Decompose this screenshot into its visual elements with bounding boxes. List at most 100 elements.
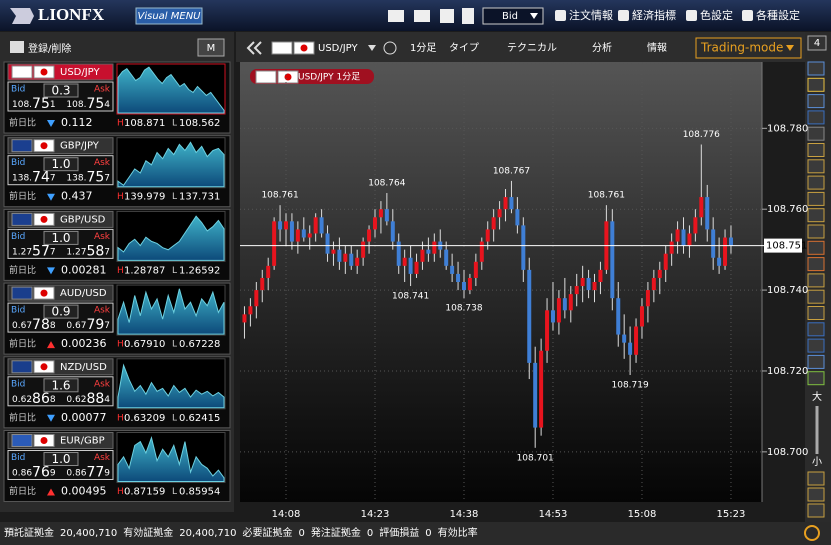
- menu-button-label[interactable]: Visual MENU: [138, 11, 202, 22]
- tool-icon[interactable]: [807, 77, 825, 92]
- menu-item[interactable]: 経済指標: [632, 8, 676, 22]
- high-letter: H: [117, 119, 124, 129]
- price: 108.751: [12, 96, 56, 112]
- tool-icon[interactable]: [807, 110, 825, 125]
- tool-icon[interactable]: [807, 94, 825, 109]
- tool-icon[interactable]: [807, 487, 825, 502]
- candle-body: [390, 221, 395, 242]
- menu-button[interactable]: [135, 7, 203, 25]
- zoom-out[interactable]: 小: [812, 456, 822, 468]
- sparkline: [117, 363, 225, 409]
- tool-icon[interactable]: [807, 354, 825, 369]
- candle-body: [325, 233, 330, 254]
- mode-select[interactable]: [695, 37, 802, 59]
- low: 0.67228: [179, 339, 220, 350]
- menu-icon: [618, 10, 629, 21]
- tool-icon[interactable]: [807, 338, 825, 353]
- tool-icon[interactable]: [807, 159, 825, 174]
- bid-label: Bid: [11, 453, 25, 463]
- current-price-box: [764, 238, 802, 253]
- low-letter: L: [172, 119, 177, 129]
- candle-body: [426, 249, 431, 254]
- tool-icon[interactable]: [807, 273, 825, 288]
- x-tick-label: 15:08: [628, 509, 657, 520]
- candle-body: [539, 350, 544, 428]
- mode-button-label[interactable]: M: [207, 43, 216, 54]
- tool-icon[interactable]: [807, 471, 825, 486]
- collapse-icon[interactable]: [246, 41, 262, 55]
- tool-icon[interactable]: [807, 191, 825, 206]
- register-label[interactable]: 登録/削除: [28, 42, 71, 55]
- bid-label: Bid: [11, 85, 25, 95]
- tool-icon[interactable]: [807, 322, 825, 337]
- toolbar-item[interactable]: 1分足: [410, 42, 436, 54]
- ask-label: Ask: [94, 158, 111, 168]
- price-select-label[interactable]: Bid: [502, 11, 518, 22]
- tool-icon[interactable]: [807, 289, 825, 304]
- toolbar-item[interactable]: 分析: [592, 41, 612, 54]
- menu-item[interactable]: 各種設定: [756, 8, 800, 22]
- flag: [11, 139, 33, 153]
- candle-body: [295, 229, 300, 242]
- toolbar-item[interactable]: 情報: [647, 41, 667, 54]
- register-icon: [10, 41, 24, 53]
- badge-label: USD/JPY 1分足: [298, 72, 360, 83]
- menu-item[interactable]: 色設定: [700, 8, 733, 22]
- candle-body: [491, 217, 496, 230]
- change-arrow: [47, 488, 55, 496]
- mode-button[interactable]: [197, 38, 225, 57]
- y-tick-label: 108.780: [767, 123, 808, 134]
- pair-name: EUR/GBP: [60, 436, 105, 447]
- mode[interactable]: Trading-mode: [700, 41, 783, 55]
- pair-dropdown[interactable]: [368, 45, 376, 51]
- toolbar-item[interactable]: タイプ: [449, 42, 479, 54]
- tool-icon[interactable]: [807, 208, 825, 223]
- spread: 1.0: [51, 157, 70, 171]
- x-tick-label: 15:23: [717, 509, 746, 520]
- y-tick-label: 108.740: [767, 285, 808, 296]
- candle-body: [699, 197, 704, 218]
- high: 0.67910: [124, 339, 165, 350]
- high-letter: H: [117, 192, 124, 202]
- candle-body: [622, 334, 627, 343]
- change-arrow: [47, 341, 55, 349]
- tool-icon[interactable]: [807, 371, 825, 386]
- extreme-label: 108.761: [261, 191, 298, 201]
- change-arrow: [47, 120, 55, 127]
- candle-body: [663, 253, 668, 270]
- scroll-top[interactable]: [804, 525, 820, 541]
- tool-icon[interactable]: [807, 175, 825, 190]
- x-tick-label: 14:53: [539, 509, 568, 520]
- ask-label: Ask: [94, 232, 111, 242]
- tool-icon[interactable]: [807, 61, 825, 76]
- toolbar-item[interactable]: テクニカル: [507, 42, 557, 54]
- candle-body: [283, 221, 288, 230]
- candle-body: [444, 249, 449, 266]
- pair-name: GBP/JPY: [60, 141, 100, 152]
- extreme-label: 108.761: [588, 191, 625, 201]
- toolbar-item[interactable]: USD/JPY: [318, 43, 358, 54]
- extreme-label: 108.741: [392, 292, 429, 302]
- tool-icon[interactable]: [807, 143, 825, 157]
- tool-icon[interactable]: [807, 306, 825, 320]
- status-label: 有効比率: [438, 526, 478, 539]
- spread-box: [43, 83, 79, 98]
- extreme-label: 108.776: [683, 130, 720, 140]
- tool-icon[interactable]: [807, 240, 825, 255]
- candle-body: [610, 221, 615, 299]
- candle-body: [367, 229, 372, 242]
- candle-body: [242, 314, 247, 323]
- price-select[interactable]: [482, 7, 544, 25]
- logo-icon: [10, 8, 34, 24]
- extreme-label: 108.701: [517, 453, 554, 463]
- tool-icon[interactable]: [807, 257, 825, 272]
- change-label: 前日比: [9, 411, 36, 423]
- menu-item[interactable]: 注文情報: [569, 8, 613, 22]
- tool-icon[interactable]: [807, 126, 825, 141]
- tool-icon[interactable]: [807, 224, 825, 239]
- status-label: 有効証拠金: [123, 526, 173, 539]
- status-value: 0: [299, 528, 305, 539]
- tool-icon[interactable]: [807, 503, 825, 518]
- menu-icon: [742, 10, 753, 21]
- zoom-in[interactable]: 大: [812, 390, 822, 403]
